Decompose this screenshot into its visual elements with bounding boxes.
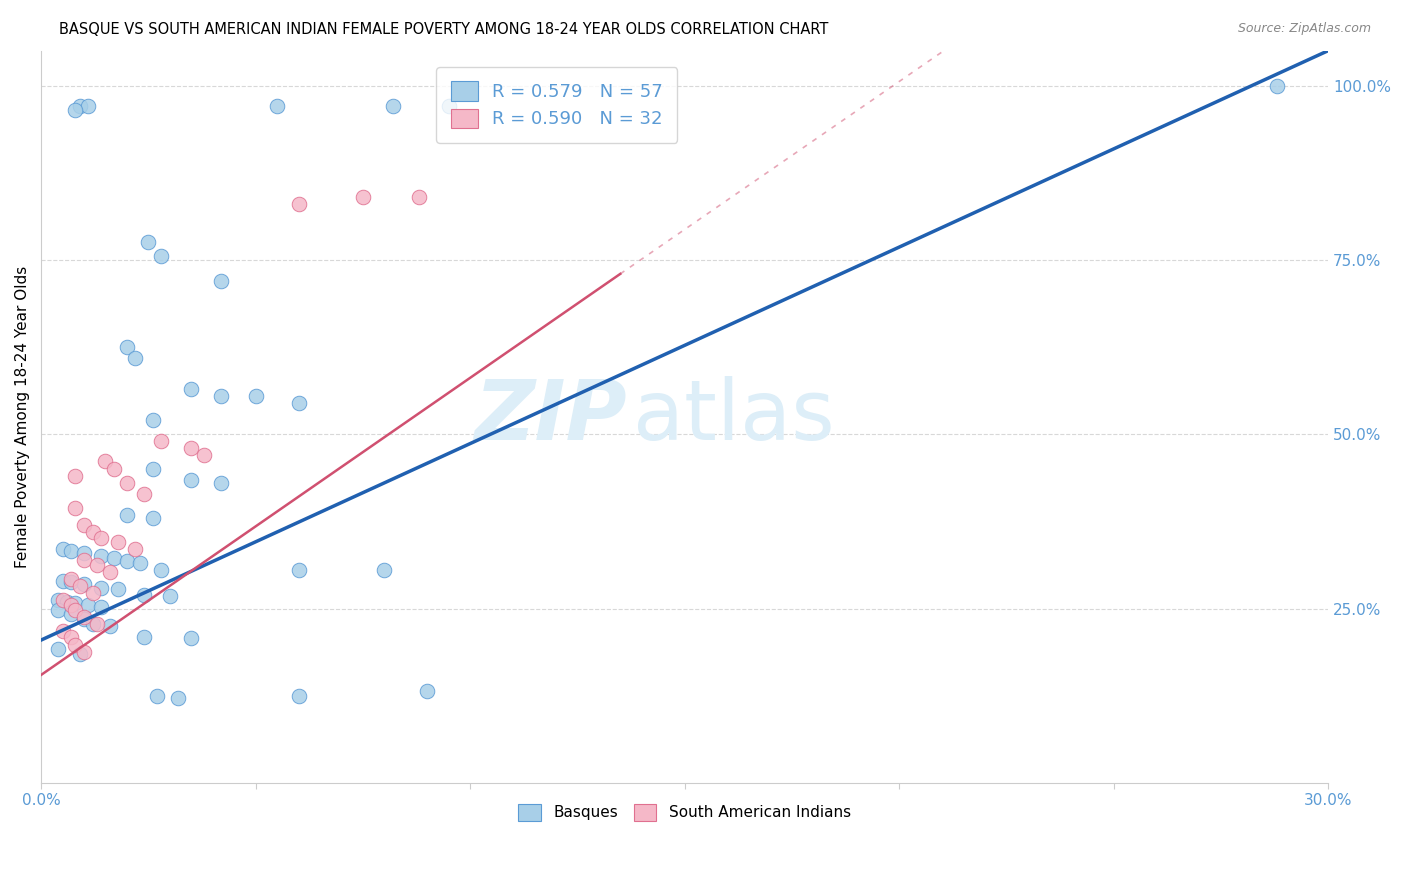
Point xyxy=(107,535,129,549)
Point xyxy=(73,518,96,533)
Point xyxy=(142,413,165,427)
Point xyxy=(73,577,96,591)
Point xyxy=(82,617,104,632)
Point xyxy=(287,197,309,211)
Point xyxy=(46,603,69,617)
Point xyxy=(115,476,138,491)
Text: ZIP: ZIP xyxy=(474,376,627,458)
Point xyxy=(416,684,439,698)
Point xyxy=(69,99,91,113)
Point xyxy=(73,553,96,567)
Point xyxy=(287,689,309,703)
Point xyxy=(180,382,202,396)
Point xyxy=(408,190,430,204)
Point xyxy=(167,690,190,705)
Point xyxy=(1265,78,1288,93)
Point xyxy=(51,624,73,638)
Point xyxy=(352,190,374,204)
Point xyxy=(73,645,96,659)
Point xyxy=(180,473,202,487)
Point xyxy=(65,103,87,117)
Point xyxy=(107,582,129,596)
Point xyxy=(90,549,112,564)
Point xyxy=(142,462,165,476)
Point xyxy=(86,617,108,632)
Point xyxy=(115,340,138,354)
Point xyxy=(56,595,79,609)
Point xyxy=(51,593,73,607)
Text: Source: ZipAtlas.com: Source: ZipAtlas.com xyxy=(1237,22,1371,36)
Point xyxy=(132,630,155,644)
Point xyxy=(180,442,202,456)
Point xyxy=(103,551,125,566)
Point xyxy=(98,619,121,633)
Point xyxy=(46,642,69,657)
Point xyxy=(180,631,202,645)
Point xyxy=(193,448,215,462)
Point xyxy=(60,544,83,558)
Point xyxy=(73,612,96,626)
Point xyxy=(373,563,395,577)
Point xyxy=(381,99,404,113)
Point xyxy=(146,689,169,703)
Point xyxy=(142,511,165,525)
Point xyxy=(132,486,155,500)
Point xyxy=(124,542,146,557)
Point xyxy=(69,647,91,661)
Point xyxy=(150,434,173,449)
Text: BASQUE VS SOUTH AMERICAN INDIAN FEMALE POVERTY AMONG 18-24 YEAR OLDS CORRELATION: BASQUE VS SOUTH AMERICAN INDIAN FEMALE P… xyxy=(59,22,828,37)
Point xyxy=(98,566,121,580)
Point xyxy=(82,524,104,539)
Point xyxy=(94,454,117,468)
Point xyxy=(209,476,232,491)
Point xyxy=(150,249,173,263)
Point xyxy=(124,351,146,365)
Point xyxy=(266,99,288,113)
Point xyxy=(90,600,112,615)
Point xyxy=(65,638,87,652)
Point xyxy=(150,563,173,577)
Point xyxy=(90,581,112,595)
Point xyxy=(128,557,150,571)
Point xyxy=(51,574,73,588)
Point xyxy=(65,469,87,483)
Point xyxy=(60,575,83,590)
Point xyxy=(132,588,155,602)
Point xyxy=(60,607,83,622)
Point xyxy=(60,573,83,587)
Point xyxy=(51,542,73,557)
Point xyxy=(65,603,87,617)
Point xyxy=(60,598,83,612)
Point xyxy=(287,563,309,577)
Legend: Basques, South American Indians: Basques, South American Indians xyxy=(512,797,856,827)
Point xyxy=(103,462,125,476)
Text: atlas: atlas xyxy=(633,376,835,458)
Point xyxy=(60,630,83,644)
Point xyxy=(69,579,91,593)
Y-axis label: Female Poverty Among 18-24 Year Olds: Female Poverty Among 18-24 Year Olds xyxy=(15,266,30,568)
Point xyxy=(65,596,87,610)
Point xyxy=(437,99,460,113)
Point xyxy=(46,593,69,607)
Point xyxy=(287,396,309,410)
Point xyxy=(73,610,96,624)
Point xyxy=(115,554,138,568)
Point xyxy=(82,586,104,600)
Point xyxy=(209,274,232,288)
Point xyxy=(77,99,100,113)
Point xyxy=(138,235,160,250)
Point xyxy=(77,598,100,612)
Point xyxy=(90,531,112,545)
Point xyxy=(159,589,181,603)
Point xyxy=(86,558,108,573)
Point xyxy=(209,389,232,403)
Point xyxy=(115,508,138,522)
Point xyxy=(73,546,96,560)
Point xyxy=(245,389,267,403)
Point xyxy=(65,500,87,515)
